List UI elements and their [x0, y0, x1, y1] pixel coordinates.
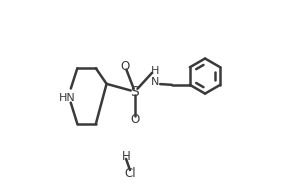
Text: H: H	[151, 66, 159, 76]
Text: H: H	[122, 150, 130, 162]
Text: HN: HN	[59, 93, 75, 103]
Text: Cl: Cl	[124, 167, 136, 180]
Text: O: O	[130, 113, 140, 126]
Text: S: S	[130, 85, 139, 99]
Text: N: N	[151, 77, 159, 88]
Text: O: O	[121, 60, 130, 73]
